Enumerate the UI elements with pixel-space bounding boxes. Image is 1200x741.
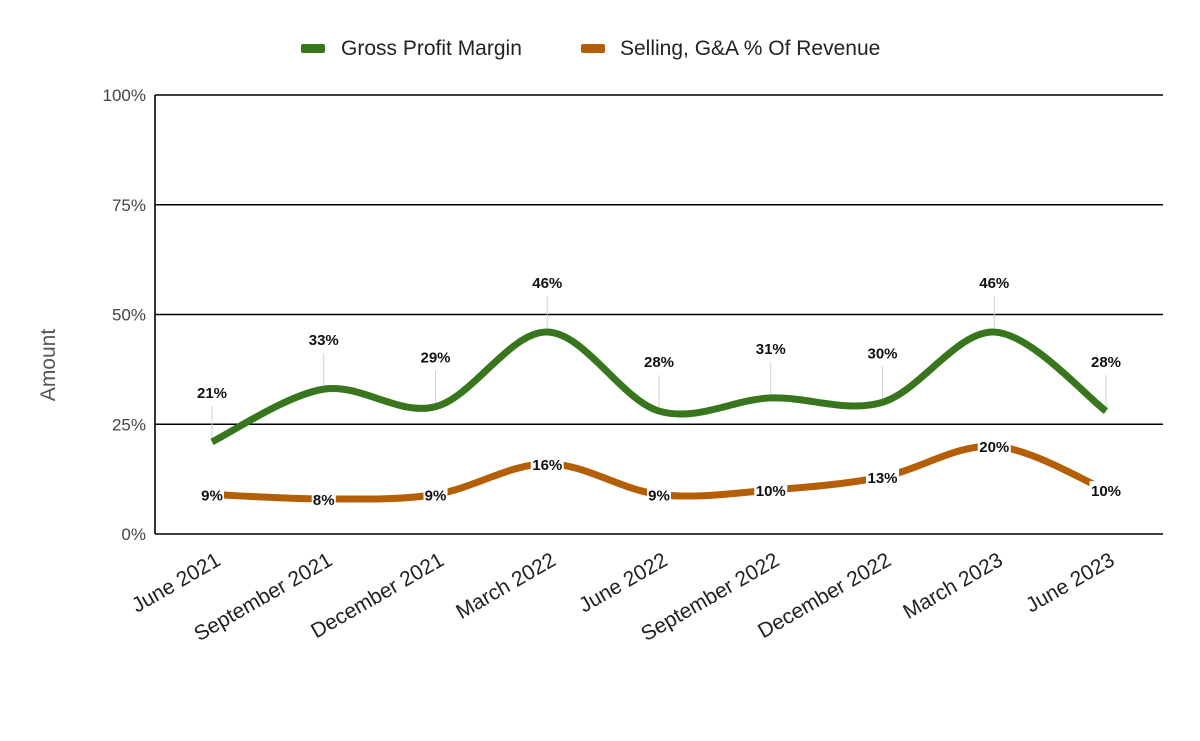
data-label-gross-profit: 29% (420, 350, 450, 367)
label-leaders (211, 296, 1107, 438)
data-label-selling-ga: 9% (201, 487, 223, 504)
data-label-bg (647, 485, 671, 504)
legend-label-selling-ga: Selling, G&A % Of Revenue (620, 37, 880, 60)
gridlines (154, 94, 1163, 535)
data-label-selling-ga: 9% (648, 487, 670, 504)
y-tick-label: 25% (112, 415, 146, 434)
y-tick-label: 0% (121, 525, 146, 544)
y-tick-label: 50% (112, 306, 146, 325)
y-axis-title: Amount (37, 329, 60, 402)
x-tick-label: March 2023 (899, 548, 1007, 623)
x-tick-label: June 2023 (1022, 548, 1118, 617)
data-label-bg (423, 485, 448, 504)
data-label-bg (977, 437, 1011, 456)
legend: Gross Profit Margin Selling, G&A % Of Re… (301, 37, 880, 60)
legend-swatch-gross-profit-margin (301, 44, 325, 53)
data-label-selling-ga: 8% (313, 492, 335, 509)
series-line-gross-profit-margin (210, 328, 1109, 445)
data-label-bg (754, 481, 788, 500)
data-label-bg (200, 485, 224, 504)
data-label-gross-profit: 31% (756, 341, 786, 358)
data-label-selling-ga: 20% (979, 439, 1009, 456)
legend-swatch-selling-ga (581, 44, 605, 53)
x-tick-label: June 2021 (128, 548, 224, 617)
data-label-selling-ga: 9% (425, 487, 447, 504)
data-label-gross-profit: 46% (532, 275, 562, 292)
y-tick-label: 100% (103, 86, 146, 105)
data-label-gross-profit: 21% (197, 385, 227, 402)
data-label-selling-ga: 10% (756, 483, 786, 500)
data-label-bg (311, 489, 336, 508)
x-tick-label: June 2022 (575, 548, 671, 617)
data-labels: 21% 33% 29% 46% 28% 31% 30% 46% 28% 9% 8% 9% 16% 9% 10… (197, 275, 1123, 509)
data-label-gross-profit: 46% (979, 275, 1009, 292)
data-label-gross-profit: 28% (1091, 354, 1121, 371)
data-label-bg (1089, 481, 1123, 500)
x-tick-label: March 2022 (452, 548, 560, 623)
y-tick-label: 75% (112, 196, 146, 215)
data-label-selling-ga: 13% (867, 470, 897, 487)
data-label-gross-profit: 30% (867, 345, 897, 362)
data-label-selling-ga: 10% (1091, 483, 1121, 500)
data-label-gross-profit: 28% (644, 354, 674, 371)
legend-label-gross-profit-margin: Gross Profit Margin (341, 37, 522, 60)
y-axis-ticks: 0% 25% 50% 75% 100% (103, 86, 146, 544)
data-label-bg (866, 467, 899, 486)
data-label-gross-profit: 33% (309, 332, 339, 349)
data-label-bg (530, 454, 564, 473)
data-label-selling-ga: 16% (532, 457, 562, 474)
